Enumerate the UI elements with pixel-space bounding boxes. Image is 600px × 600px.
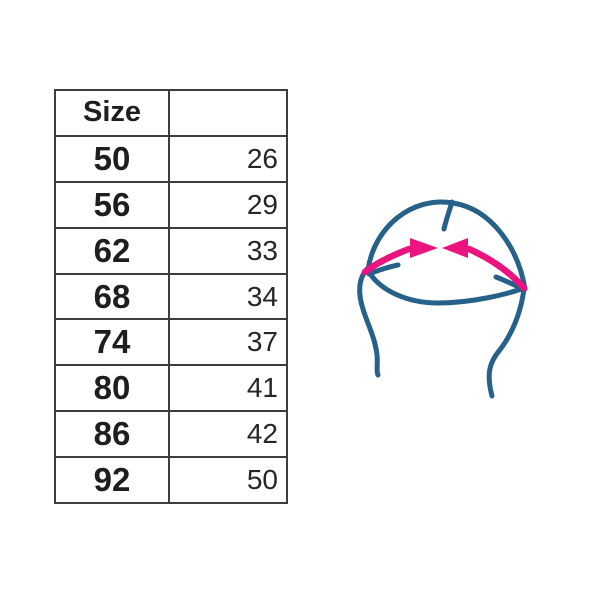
size-cell: 62: [56, 228, 170, 273]
hat-outline: [357, 199, 528, 399]
hat-top-seam-line: [441, 199, 455, 232]
table-row: 92 50: [56, 456, 286, 503]
circumference-arrow-left-head: [410, 238, 438, 258]
size-cell: 56: [56, 182, 170, 227]
hat-opening-line: [364, 266, 527, 306]
circumference-arrow-left-shaft: [361, 245, 413, 276]
table-row: 86 42: [56, 410, 286, 457]
size-table: Size 50 26 56 29 62 33 68 34 74 37 80 41…: [54, 89, 288, 504]
baby-hat-illustration: [350, 175, 560, 415]
circumference-arrows: [361, 238, 528, 292]
size-cell: 80: [56, 366, 170, 411]
table-row: 56 29: [56, 180, 286, 227]
table-row: 74 37: [56, 318, 286, 365]
value-cell: 33: [246, 234, 278, 266]
size-cell: 74: [56, 320, 170, 365]
value-column-header: [170, 91, 286, 135]
table-row: 68 34: [56, 272, 286, 319]
value-cell: 37: [246, 326, 278, 358]
value-cell: 29: [246, 188, 278, 220]
value-cell: 41: [246, 372, 278, 404]
value-cell: 26: [246, 142, 278, 174]
size-cell: 86: [56, 412, 170, 457]
value-cell: 42: [246, 418, 278, 450]
size-column-header: Size: [56, 91, 170, 135]
circumference-arrow-right-head: [442, 238, 468, 258]
circumference-arrow-right-shaft: [465, 245, 528, 292]
size-cell: 50: [56, 136, 170, 181]
table-row: 62 33: [56, 226, 286, 273]
hat-left-tie-string: [357, 266, 381, 378]
value-cell: 34: [246, 280, 278, 312]
table-row: 80 41: [56, 364, 286, 411]
value-cell: 50: [246, 464, 278, 496]
size-cell: 68: [56, 274, 170, 319]
baby-hat-icon: [357, 199, 528, 399]
size-cell: 92: [56, 458, 170, 503]
hat-right-tie-string: [486, 286, 527, 399]
table-header-row: Size: [56, 91, 286, 135]
table-row: 50 26: [56, 134, 286, 181]
